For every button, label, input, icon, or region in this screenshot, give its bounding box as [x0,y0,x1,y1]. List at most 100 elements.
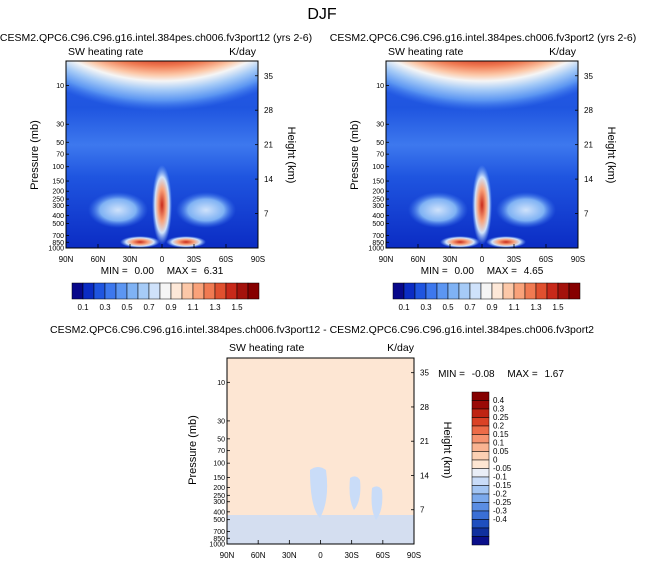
figure-title: DJF [307,6,337,23]
colorbar-level-label: 1.1 [508,303,520,312]
x-tick-label: 30S [345,551,359,560]
colorbar-level-label: -0.25 [493,498,512,507]
y-tick-label: 70 [217,448,225,455]
colorbar-level-label: 0.3 [493,405,505,414]
x-tick-label: 30N [443,255,458,264]
panel-2-mid-blob-left [408,192,468,228]
colorbar-swatch [159,282,172,300]
x-tick-label: 60N [251,551,266,560]
panel-2-mid-blob-right [496,192,556,228]
y-tick-label: 400 [52,213,64,220]
x-tick-label: 30N [123,255,138,264]
panel-1-colorbar: 0.1 0.3 0.5 0.7 0.9 1.1 1.3 1.5 [71,282,260,312]
x-tick-label: 0 [160,255,165,264]
panel-3: CESM2.QPC6.C96.C96.g16.intel.384pes.ch00… [50,324,594,560]
colorbar-level-label: 1.5 [552,303,564,312]
panel-2-subtitle-left: SW heating rate [388,46,463,58]
colorbar-swatch [447,282,460,300]
y-tick-label: 150 [213,475,225,482]
y-tick-label: 150 [372,179,384,186]
colorbar-swatch [471,502,490,512]
colorbar-swatch [82,282,95,300]
colorbar-swatch [137,282,150,300]
y2-tick-label: 35 [584,72,593,81]
colorbar-swatch [557,282,570,300]
x-tick-label: 60N [91,255,106,264]
y2-tick-label: 14 [420,471,429,480]
panel-1-plot-area [66,61,258,248]
x-tick-label: 0 [480,255,485,264]
panel-3-minmax: MIN = -0.08 MAX = 1.67 [438,369,564,380]
panel-1-subtitle-right: K/day [229,46,257,58]
panel-1-min-value: 0.00 [134,266,154,277]
panel-2-colorbar: 0.1 0.3 0.5 0.7 0.9 1.1 1.3 1.5 [392,282,581,312]
y-tick-label: 50 [217,436,225,443]
y-tick-label: 500 [372,221,384,228]
panel-1-minmax: MIN = 0.00 MAX = 6.31 [101,266,224,277]
y2-tick-label: 7 [584,210,589,219]
colorbar-level-label: -0.1 [493,473,507,482]
y-tick-label: 300 [52,203,64,210]
colorbar-level-label: 0.9 [165,303,177,312]
colorbar-level-label: 1.5 [231,303,243,312]
panel-3-subtitle-right: K/day [387,342,415,354]
colorbar-level-label: 0.1 [398,303,410,312]
panel-3-max-value: 1.67 [544,369,564,380]
panel-3-negative-surface [227,515,414,544]
colorbar-swatch [425,282,438,300]
colorbar-level-label: 1.1 [187,303,199,312]
panel-1-y2label: Height (km) [285,127,297,184]
colorbar-swatch [126,282,139,300]
y-tick-label: 250 [372,197,384,204]
y-tick-label: 30 [56,122,64,129]
panel-2-equatorial-column [472,165,492,245]
panel-2-y2label: Height (km) [605,127,617,184]
colorbar-swatch [471,459,490,469]
y-tick-label: 700 [372,233,384,240]
colorbar-level-label: 0.5 [121,303,133,312]
panel-2-ylabel: Pressure (mb) [349,120,361,190]
y2-tick-label: 35 [264,72,273,81]
y-tick-label: 150 [52,179,64,186]
colorbar-level-label: -0.2 [493,490,507,499]
panel-3-ylabel: Pressure (mb) [187,415,199,485]
colorbar-swatch [93,282,106,300]
panel-3-negative-patch-1 [310,467,328,518]
panel-2-min-label: MIN = [421,266,448,277]
colorbar-level-label: 0.5 [442,303,454,312]
colorbar-level-label: 0.7 [143,303,155,312]
panel-3-negative-patch-3 [371,486,383,520]
colorbar-swatch [471,527,490,537]
colorbar-swatch [491,282,504,300]
panel-2-max-label: MAX = [487,266,517,277]
panel-2-min-value: 0.00 [454,266,474,277]
panel-1-y2ticks: 35 28 21 14 7 [255,72,273,219]
y-tick-label: 850 [52,240,64,247]
y-tick-label: 200 [52,189,64,196]
colorbar-level-label: 0.3 [99,303,111,312]
panel-1-surface-max-right [166,236,206,248]
colorbar-swatch [71,282,84,300]
y-tick-label: 10 [56,83,64,90]
colorbar-level-label: 0.9 [486,303,498,312]
colorbar-swatch [471,476,490,486]
y2-tick-label: 21 [584,141,593,150]
panel-3-subtitle-left: SW heating rate [229,342,304,354]
colorbar-swatch [203,282,216,300]
y-tick-label: 200 [213,485,225,492]
colorbar-swatch [513,282,526,300]
colorbar-swatch [480,282,493,300]
panel-3-xticks: 90N 60N 30N 0 30S 60S 90S [220,540,421,560]
panel-1-title: CESM2.QPC6.C96.C96.g16.intel.384pes.ch00… [0,32,312,44]
colorbar-swatch [148,282,161,300]
x-tick-label: 60S [376,551,390,560]
y-tick-label: 70 [56,152,64,159]
y-tick-label: 250 [52,197,64,204]
y-tick-label: 400 [213,509,225,516]
y-tick-label: 50 [376,140,384,147]
colorbar-swatch [471,417,490,427]
colorbar-swatch [192,282,205,300]
